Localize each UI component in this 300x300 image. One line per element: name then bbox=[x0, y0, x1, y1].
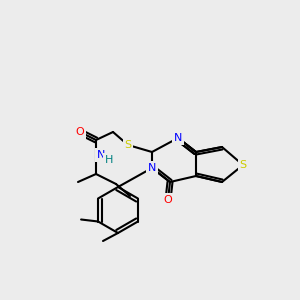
Text: N: N bbox=[97, 150, 105, 160]
Text: O: O bbox=[164, 195, 172, 205]
Text: S: S bbox=[124, 140, 132, 150]
Text: O: O bbox=[76, 127, 84, 137]
Text: N: N bbox=[174, 133, 182, 143]
Text: N: N bbox=[148, 163, 156, 173]
Text: S: S bbox=[239, 160, 247, 170]
Text: H: H bbox=[105, 155, 113, 165]
